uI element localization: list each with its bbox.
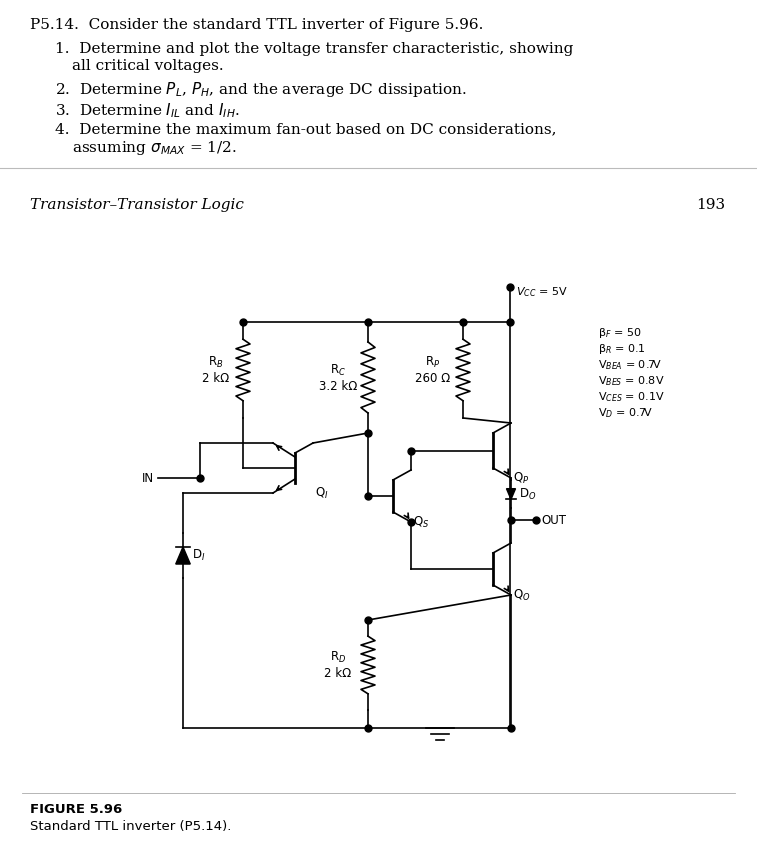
Text: V$_{BEA}$ = 0.7V: V$_{BEA}$ = 0.7V [598,358,662,372]
Text: Q$_O$: Q$_O$ [513,588,531,603]
Text: $V_{CC}$ = 5V: $V_{CC}$ = 5V [516,285,568,299]
Text: IN: IN [142,471,154,484]
Text: V$_D$ = 0.7V: V$_D$ = 0.7V [598,406,653,420]
Text: P5.14.  Consider the standard TTL inverter of Figure 5.96.: P5.14. Consider the standard TTL inverte… [30,18,484,32]
Text: R$_C$
3.2 kΩ: R$_C$ 3.2 kΩ [319,363,357,393]
Text: Q$_I$: Q$_I$ [315,486,329,501]
Text: 2.  Determine $P_L$, $P_H$, and the average DC dissipation.: 2. Determine $P_L$, $P_H$, and the avera… [55,80,467,99]
Text: OUT: OUT [541,513,566,526]
Text: 4.  Determine the maximum fan-out based on DC considerations,: 4. Determine the maximum fan-out based o… [55,122,556,136]
Text: FIGURE 5.96: FIGURE 5.96 [30,803,122,816]
Text: β$_F$ = 50: β$_F$ = 50 [598,326,642,340]
Text: all critical voltages.: all critical voltages. [72,59,223,73]
Text: 1.  Determine and plot the voltage transfer characteristic, showing: 1. Determine and plot the voltage transf… [55,42,573,56]
Text: R$_B$
2 kΩ: R$_B$ 2 kΩ [202,355,229,385]
Text: assuming $\sigma_{MAX}$ = 1/2.: assuming $\sigma_{MAX}$ = 1/2. [72,139,237,157]
Polygon shape [506,488,516,500]
Text: 3.  Determine $I_{IL}$ and $I_{IH}$.: 3. Determine $I_{IL}$ and $I_{IH}$. [55,101,240,120]
Text: β$_R$ = 0.1: β$_R$ = 0.1 [598,342,646,356]
Text: D$_I$: D$_I$ [192,548,205,563]
Text: Transistor–Transistor Logic: Transistor–Transistor Logic [30,198,244,212]
Text: Q$_P$: Q$_P$ [513,471,529,486]
Text: R$_D$
2 kΩ: R$_D$ 2 kΩ [325,650,351,680]
Text: Standard TTL inverter (P5.14).: Standard TTL inverter (P5.14). [30,820,232,833]
Text: 193: 193 [696,198,725,212]
Text: V$_{BES}$ = 0.8V: V$_{BES}$ = 0.8V [598,374,665,388]
Text: D$_O$: D$_O$ [519,487,537,501]
Text: Q$_S$: Q$_S$ [413,515,429,530]
Text: V$_{CES}$ = 0.1V: V$_{CES}$ = 0.1V [598,390,665,404]
Text: R$_P$
260 Ω: R$_P$ 260 Ω [416,355,450,385]
Polygon shape [176,547,190,564]
